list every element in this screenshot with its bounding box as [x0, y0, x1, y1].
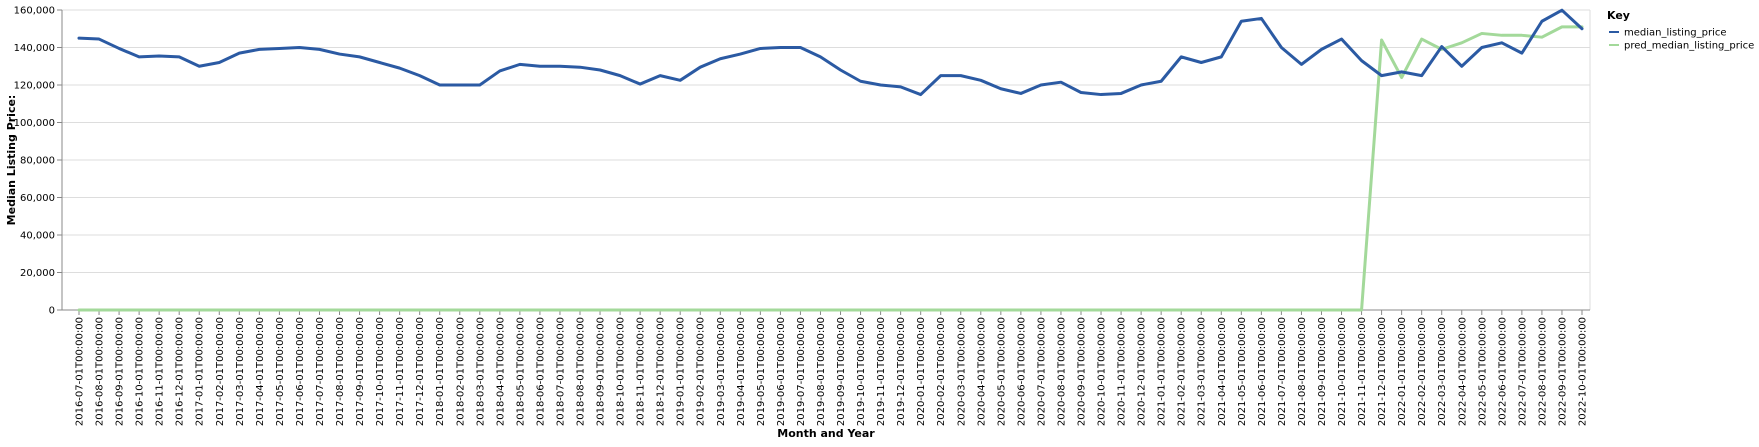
- x-tick-label: 2020-08-01T00:00:00: [1056, 317, 1067, 426]
- x-tick-label: 2022-05-01T00:00:00: [1477, 317, 1488, 426]
- x-tick-label: 2019-08-01T00:00:00: [816, 317, 827, 426]
- x-tick-label: 2022-03-01T00:00:00: [1437, 317, 1448, 426]
- x-tick-label: 2020-02-01T00:00:00: [936, 317, 947, 426]
- x-tick-label: 2019-06-01T00:00:00: [776, 317, 787, 426]
- x-tick-label: 2017-09-01T00:00:00: [355, 317, 366, 426]
- x-tick-label: 2018-10-01T00:00:00: [616, 317, 627, 426]
- x-tick-label: 2016-12-01T00:00:00: [175, 317, 186, 426]
- x-tick-label: 2017-11-01T00:00:00: [395, 317, 406, 426]
- x-tick-label: 2018-01-01T00:00:00: [435, 317, 446, 426]
- x-tick-label: 2020-05-01T00:00:00: [996, 317, 1007, 426]
- y-axis: 0 20,000 40,000 60,000 80,000 100,000 120,000 1…: [14, 6, 62, 317]
- x-tick-label: 2016-10-01T00:00:00: [135, 317, 146, 426]
- legend-label: median_listing_price: [1624, 28, 1727, 39]
- y-axis-title: Median Listing Price:: [5, 95, 18, 226]
- x-tick-label: 2021-04-01T00:00:00: [1217, 317, 1228, 426]
- x-tick-label: 2019-03-01T00:00:00: [716, 317, 727, 426]
- y-tick-label: 20,000: [20, 268, 55, 279]
- x-tick-label: 2020-03-01T00:00:00: [956, 317, 967, 426]
- x-tick-label: 2019-04-01T00:00:00: [736, 317, 747, 426]
- x-tick-label: 2021-11-01T00:00:00: [1357, 317, 1368, 426]
- series-line-pred_median_listing_price: [77, 25, 1584, 312]
- x-tick-label: 2021-07-01T00:00:00: [1277, 317, 1288, 426]
- y-tick-label: 140,000: [14, 43, 55, 54]
- x-tick-label: 2017-06-01T00:00:00: [295, 317, 306, 426]
- x-tick-label: 2017-10-01T00:00:00: [375, 317, 386, 426]
- x-tick-label: 2020-12-01T00:00:00: [1137, 317, 1148, 426]
- x-tick-label: 2021-09-01T00:00:00: [1317, 317, 1328, 426]
- gridlines: [62, 9, 1590, 311]
- x-tick-label: 2018-03-01T00:00:00: [475, 317, 486, 426]
- y-tick-label: 100,000: [14, 118, 55, 129]
- x-tick-label: 2018-06-01T00:00:00: [535, 317, 546, 426]
- x-tick-label: 2022-04-01T00:00:00: [1457, 317, 1468, 426]
- x-tick-label: 2018-08-01T00:00:00: [576, 317, 587, 426]
- x-tick-label: 2019-10-01T00:00:00: [856, 317, 867, 426]
- x-axis: 2016-07-01T00:00:00 2016-08-01T00:00:00 20…: [75, 310, 1589, 426]
- x-tick-label: 2020-07-01T00:00:00: [1036, 317, 1047, 426]
- y-tick-label: 60,000: [20, 193, 55, 204]
- x-tick-label: 2020-04-01T00:00:00: [976, 317, 987, 426]
- x-tick-label: 2017-03-01T00:00:00: [235, 317, 246, 426]
- x-tick-label: 2016-09-01T00:00:00: [115, 317, 126, 426]
- series-line-median_listing_price: [77, 8, 1584, 97]
- x-tick-label: 2022-06-01T00:00:00: [1497, 317, 1508, 426]
- x-tick-label: 2021-12-01T00:00:00: [1377, 317, 1388, 426]
- x-tick-label: 2019-12-01T00:00:00: [896, 317, 907, 426]
- x-tick-label: 2021-03-01T00:00:00: [1197, 317, 1208, 426]
- x-tick-label: 2017-02-01T00:00:00: [215, 317, 226, 426]
- x-tick-label: 2020-11-01T00:00:00: [1117, 317, 1128, 426]
- x-tick-label: 2021-02-01T00:00:00: [1177, 317, 1188, 426]
- y-tick-label: 80,000: [20, 156, 55, 167]
- x-tick-label: 2020-06-01T00:00:00: [1016, 317, 1027, 426]
- x-tick-label: 2018-12-01T00:00:00: [656, 317, 667, 426]
- x-tick-label: 2016-11-01T00:00:00: [155, 317, 166, 426]
- x-tick-label: 2022-01-01T00:00:00: [1397, 317, 1408, 426]
- x-tick-label: 2021-05-01T00:00:00: [1237, 317, 1248, 426]
- x-tick-label: 2021-10-01T00:00:00: [1337, 317, 1348, 426]
- y-tick-label: 120,000: [14, 81, 55, 92]
- x-tick-label: 2022-07-01T00:00:00: [1517, 317, 1528, 426]
- x-tick-label: 2019-07-01T00:00:00: [796, 317, 807, 426]
- y-tick-label: 0: [49, 306, 55, 317]
- x-tick-label: 2018-05-01T00:00:00: [515, 317, 526, 426]
- y-tick-label: 40,000: [20, 231, 55, 242]
- x-tick-label: 2017-01-01T00:00:00: [195, 317, 206, 426]
- legend-title: Key: [1607, 9, 1630, 22]
- x-axis-title: Month and Year: [777, 427, 875, 440]
- x-tick-label: 2020-09-01T00:00:00: [1077, 317, 1088, 426]
- x-tick-label: 2022-09-01T00:00:00: [1557, 317, 1568, 426]
- x-tick-label: 2017-07-01T00:00:00: [315, 317, 326, 426]
- series-lines: [77, 8, 1584, 312]
- x-tick-label: 2019-05-01T00:00:00: [756, 317, 767, 426]
- x-tick-label: 2018-02-01T00:00:00: [455, 317, 466, 426]
- x-tick-label: 2017-12-01T00:00:00: [415, 317, 426, 426]
- x-tick-label: 2019-09-01T00:00:00: [836, 317, 847, 426]
- x-tick-label: 2021-06-01T00:00:00: [1257, 317, 1268, 426]
- x-tick-label: 2019-11-01T00:00:00: [876, 317, 887, 426]
- x-tick-label: 2020-10-01T00:00:00: [1097, 317, 1108, 426]
- x-tick-label: 2020-01-01T00:00:00: [916, 317, 927, 426]
- legend: Key median_listing_price pred_median_list…: [1607, 9, 1754, 52]
- y-tick-label: 160,000: [14, 6, 55, 17]
- x-tick-label: 2019-02-01T00:00:00: [696, 317, 707, 426]
- x-tick-label: 2021-01-01T00:00:00: [1157, 317, 1168, 426]
- x-tick-label: 2016-08-01T00:00:00: [95, 317, 106, 426]
- x-tick-label: 2018-04-01T00:00:00: [495, 317, 506, 426]
- x-tick-label: 2018-09-01T00:00:00: [596, 317, 607, 426]
- x-tick-label: 2017-04-01T00:00:00: [255, 317, 266, 426]
- x-tick-label: 2018-11-01T00:00:00: [636, 317, 647, 426]
- x-tick-label: 2022-02-01T00:00:00: [1417, 317, 1428, 426]
- x-tick-label: 2019-01-01T00:00:00: [676, 317, 687, 426]
- x-tick-label: 2018-07-01T00:00:00: [555, 317, 566, 426]
- x-tick-label: 2017-05-01T00:00:00: [275, 317, 286, 426]
- x-tick-label: 2017-08-01T00:00:00: [335, 317, 346, 426]
- x-tick-label: 2022-10-01T00:00:00: [1578, 317, 1589, 426]
- x-tick-label: 2021-08-01T00:00:00: [1297, 317, 1308, 426]
- x-tick-label: 2022-08-01T00:00:00: [1537, 317, 1548, 426]
- x-tick-label: 2016-07-01T00:00:00: [75, 317, 86, 426]
- legend-label: pred_median_listing_price: [1624, 41, 1754, 52]
